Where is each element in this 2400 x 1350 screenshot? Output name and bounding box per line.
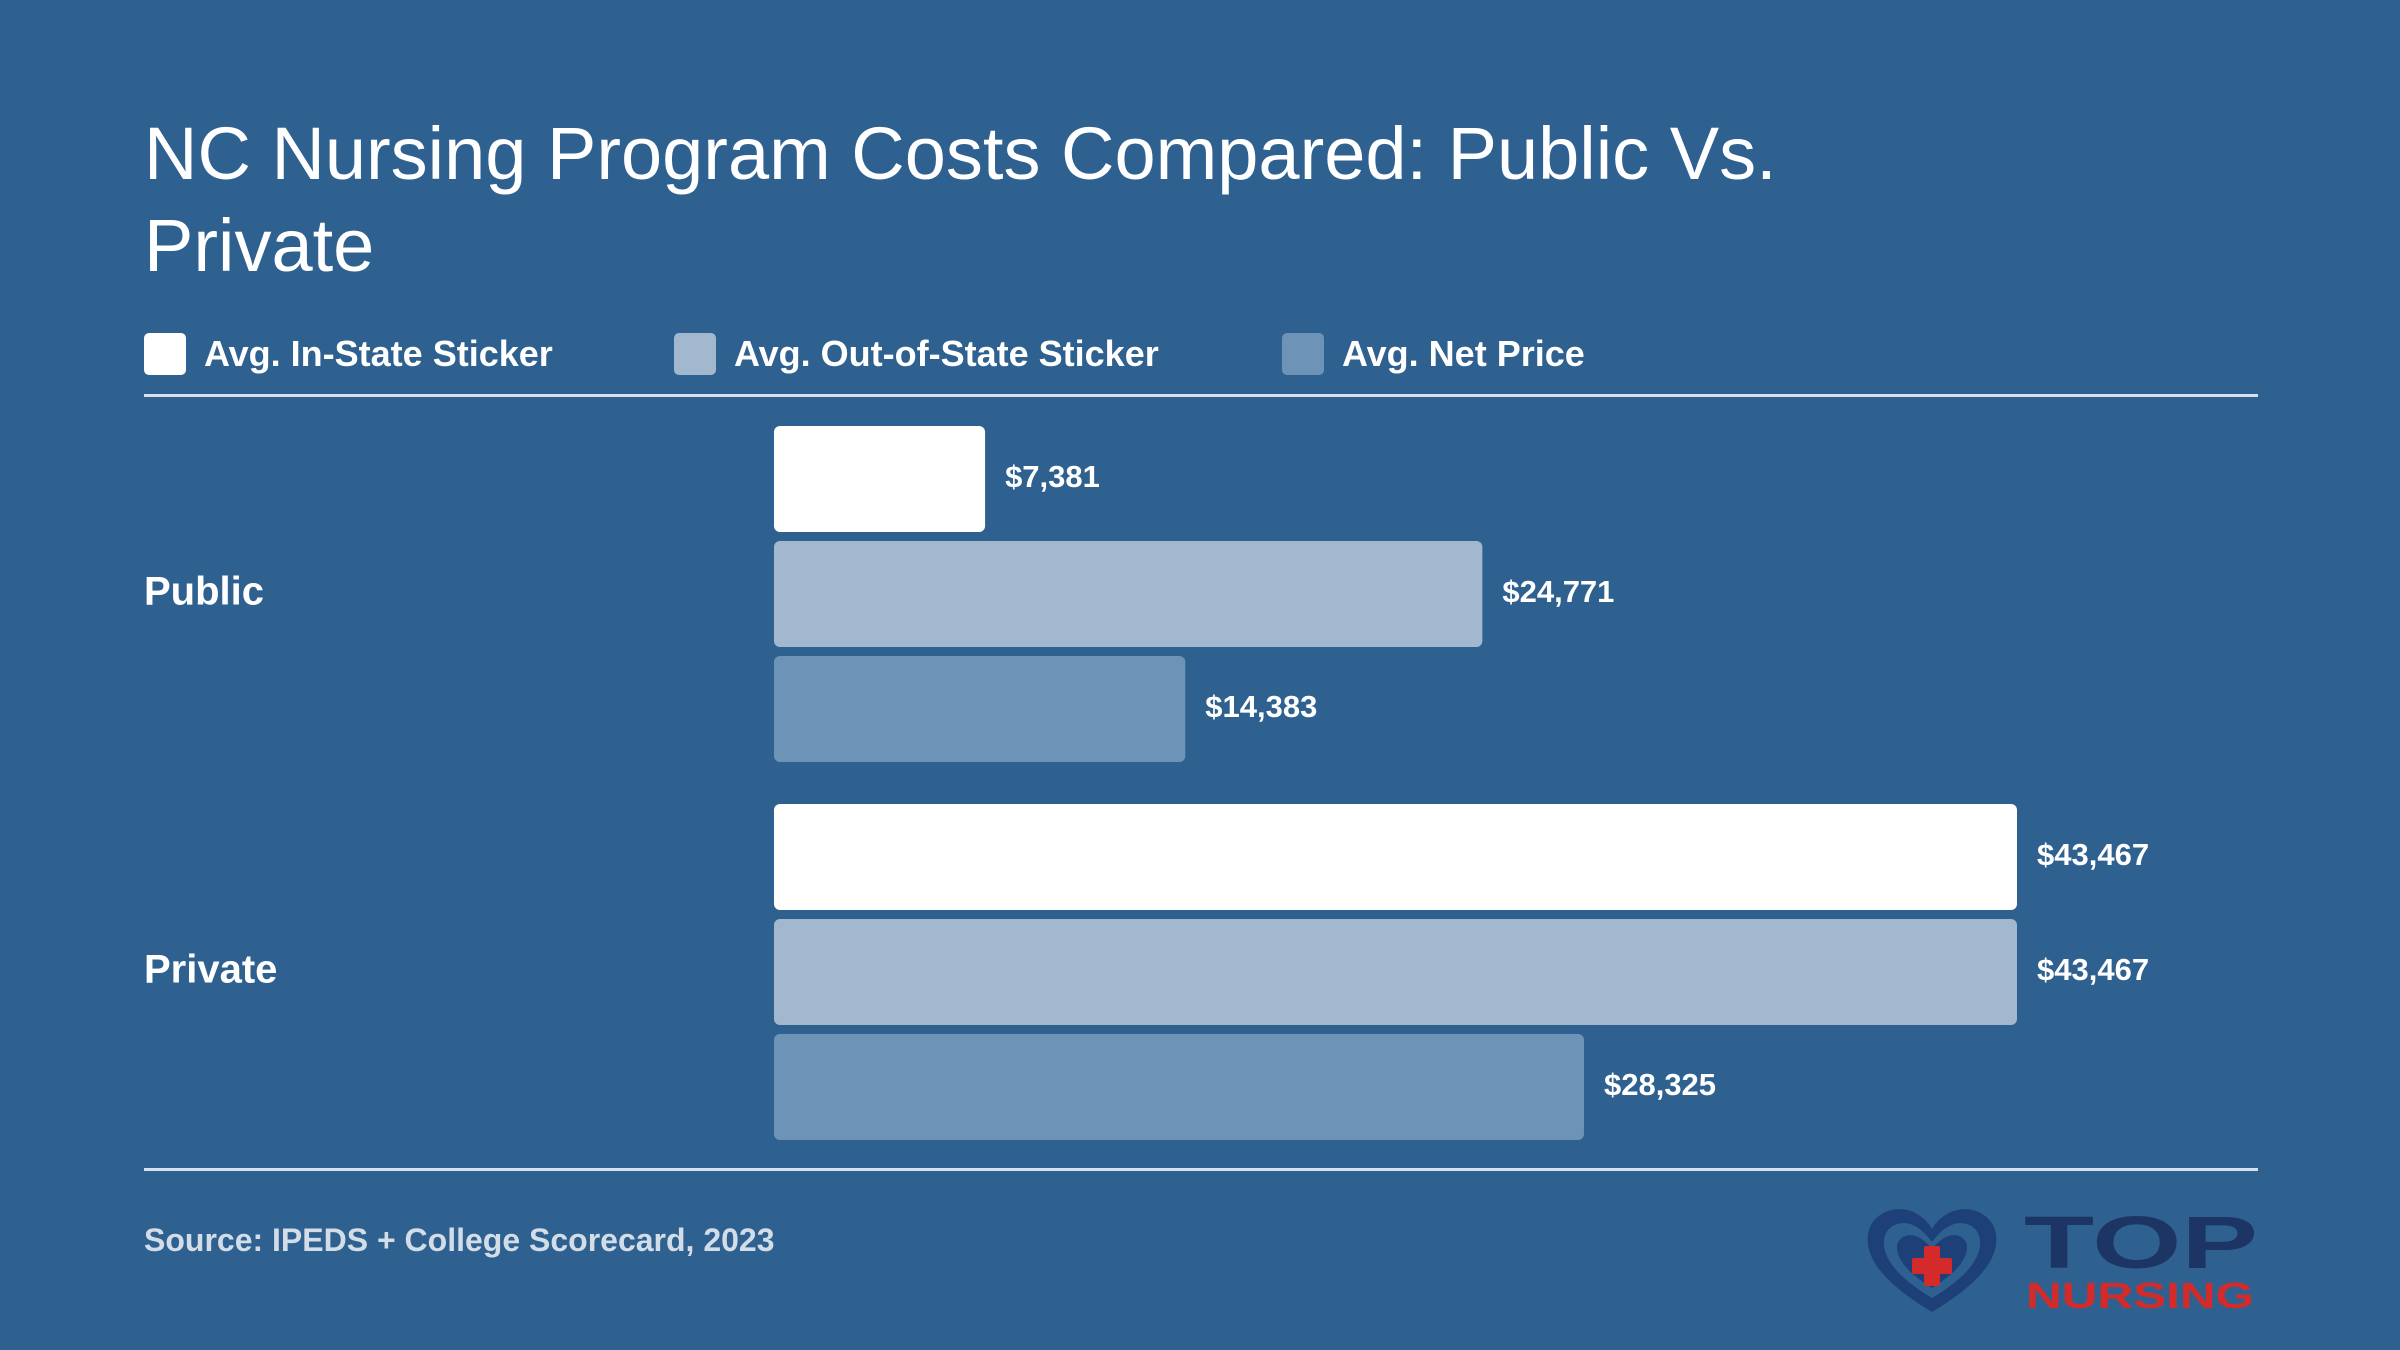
legend-label-net-price: Avg. Net Price xyxy=(1342,333,1585,374)
value-label-private-avg-in-state-sticker: $43,467 xyxy=(2037,837,2149,872)
bottom-divider xyxy=(144,1168,2258,1171)
value-label-public-avg-net-price: $14,383 xyxy=(1205,689,1317,724)
legend-label-out-of-state: Avg. Out-of-State Sticker xyxy=(734,333,1159,374)
logo-text-top: TOP xyxy=(2024,1201,2258,1284)
value-label-private-avg-out-of-state-sticker: $43,467 xyxy=(2037,952,2149,987)
top-nursing-logo: TOP NURSING xyxy=(1867,1201,2258,1316)
cross-icon xyxy=(1912,1246,1952,1286)
bar-public-avg-in-state-sticker xyxy=(774,426,986,532)
bar-public-avg-net-price xyxy=(774,656,1186,762)
top-divider xyxy=(144,394,2258,397)
legend-label-in-state: Avg. In-State Sticker xyxy=(204,333,553,374)
legend-swatch-net-price xyxy=(1282,333,1324,375)
bar-public-avg-out-of-state-sticker xyxy=(774,541,1483,647)
chart-title: NC Nursing Program Costs Compared: Publi… xyxy=(144,112,1777,287)
legend-item-net-price: Avg. Net Price xyxy=(1282,330,1585,378)
logo-text-nursing: NURSING xyxy=(2026,1275,2254,1316)
legend-item-out-of-state: Avg. Out-of-State Sticker xyxy=(674,330,1159,378)
value-label-private-avg-net-price: $28,325 xyxy=(1604,1067,1716,1102)
legend-swatch-out-of-state xyxy=(674,333,716,375)
bar-private-avg-out-of-state-sticker xyxy=(774,919,2017,1025)
source-note: Source: IPEDS + College Scorecard, 2023 xyxy=(144,1222,775,1258)
bar-private-avg-in-state-sticker xyxy=(774,804,2017,910)
bar-private-avg-net-price xyxy=(774,1034,1584,1140)
value-label-public-avg-in-state-sticker: $7,381 xyxy=(1005,459,1100,494)
legend-item-in-state: Avg. In-State Sticker xyxy=(144,330,553,378)
legend-swatch-in-state xyxy=(144,333,186,375)
category-label-public: Public xyxy=(144,570,264,614)
value-label-public-avg-out-of-state-sticker: $24,771 xyxy=(1502,574,1614,609)
category-label-private: Private xyxy=(144,948,277,992)
